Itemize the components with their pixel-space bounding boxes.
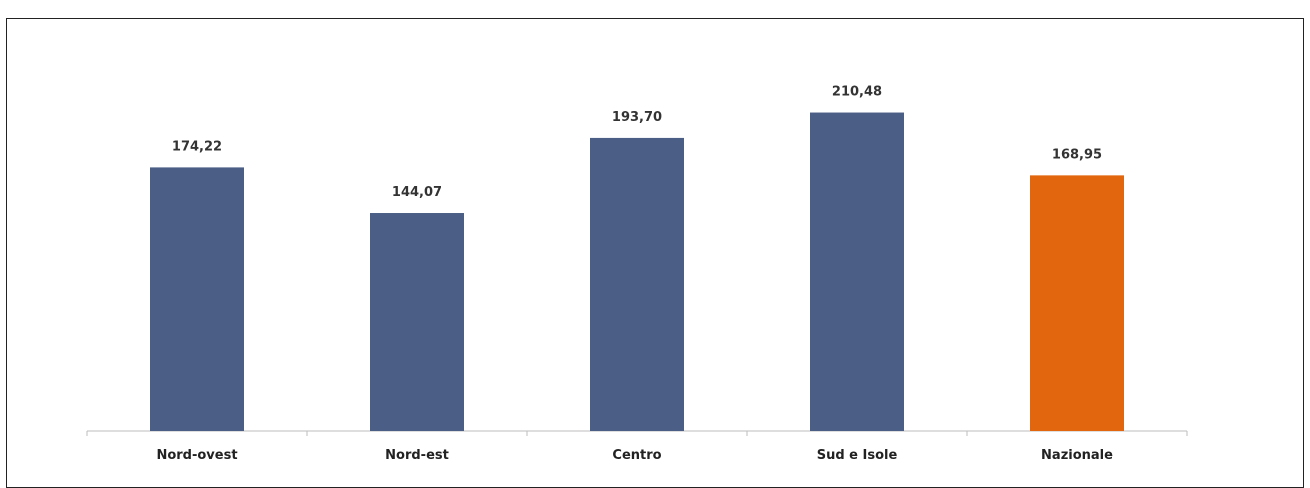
category-label: Nazionale	[1041, 448, 1113, 463]
category-label: Centro	[612, 448, 661, 463]
bar-sud-e-isole	[810, 112, 904, 431]
bar-nord-est	[370, 213, 464, 431]
value-label: 144,07	[392, 185, 442, 200]
bar-centro	[590, 137, 684, 432]
value-labels-group: 174,22 144,07 193,70 210,48 168,95	[172, 85, 1102, 200]
bar-chart: 174,22 144,07 193,70 210,48 168,95 Nord-oves…	[86, 85, 1188, 463]
category-labels-group: Nord-ovest Nord-est Centro Sud e Isole Nazio…	[156, 448, 1113, 463]
value-label: 193,70	[612, 110, 662, 125]
value-label: 174,22	[172, 139, 222, 154]
x-ticks-group	[86, 431, 1188, 436]
value-label: 210,48	[832, 85, 882, 100]
category-label: Sud e Isole	[817, 448, 898, 463]
category-label: Nord-est	[385, 448, 449, 463]
chart-frame: 174,22 144,07 193,70 210,48 168,95 Nord-oves…	[6, 18, 1304, 488]
bar-nazionale	[1030, 175, 1124, 431]
category-label: Nord-ovest	[156, 448, 237, 463]
bars-group	[150, 112, 1124, 432]
value-label: 168,95	[1052, 147, 1102, 162]
bar-nord-ovest	[150, 167, 244, 431]
